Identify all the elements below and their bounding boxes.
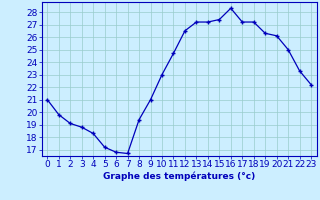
X-axis label: Graphe des températures (°c): Graphe des températures (°c) bbox=[103, 172, 255, 181]
